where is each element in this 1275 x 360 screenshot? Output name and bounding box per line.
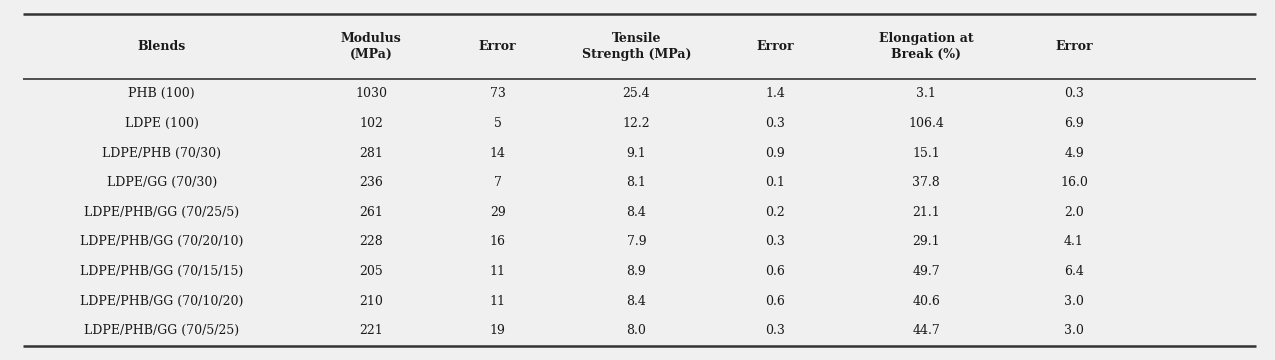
Text: 210: 210 [360,295,384,308]
Text: 281: 281 [360,147,384,159]
Text: LDPE/PHB/GG (70/25/5): LDPE/PHB/GG (70/25/5) [84,206,240,219]
Text: 0.6: 0.6 [765,295,785,308]
Text: 73: 73 [490,87,506,100]
Text: 3.0: 3.0 [1065,324,1084,337]
Text: 3.1: 3.1 [917,87,936,100]
Text: 6.4: 6.4 [1065,265,1084,278]
Text: Error: Error [1056,40,1093,53]
Text: 0.3: 0.3 [765,324,785,337]
Text: 1.4: 1.4 [765,87,785,100]
Text: 205: 205 [360,265,382,278]
Text: 16.0: 16.0 [1060,176,1088,189]
Text: Modulus
(MPa): Modulus (MPa) [340,32,402,61]
Text: 4.1: 4.1 [1065,235,1084,248]
Text: 0.3: 0.3 [1065,87,1084,100]
Text: LDPE/PHB/GG (70/10/20): LDPE/PHB/GG (70/10/20) [80,295,244,308]
Text: LDPE/PHB/GG (70/15/15): LDPE/PHB/GG (70/15/15) [80,265,244,278]
Text: Error: Error [756,40,794,53]
Text: 11: 11 [490,295,506,308]
Text: 29: 29 [490,206,505,219]
Text: LDPE (100): LDPE (100) [125,117,199,130]
Text: LDPE/GG (70/30): LDPE/GG (70/30) [107,176,217,189]
Text: 2.0: 2.0 [1065,206,1084,219]
Text: Blends: Blends [138,40,186,53]
Text: 7: 7 [493,176,501,189]
Text: 1030: 1030 [356,87,388,100]
Text: LDPE/PHB/GG (70/5/25): LDPE/PHB/GG (70/5/25) [84,324,240,337]
Text: 6.9: 6.9 [1065,117,1084,130]
Text: Error: Error [479,40,516,53]
Text: 3.0: 3.0 [1065,295,1084,308]
Text: 0.2: 0.2 [765,206,785,219]
Text: 5: 5 [493,117,501,130]
Text: 0.1: 0.1 [765,176,785,189]
Text: 21.1: 21.1 [912,206,940,219]
Text: LDPE/PHB/GG (70/20/10): LDPE/PHB/GG (70/20/10) [80,235,244,248]
Text: 8.9: 8.9 [626,265,646,278]
Text: 15.1: 15.1 [912,147,940,159]
Text: 102: 102 [360,117,384,130]
Text: 49.7: 49.7 [912,265,940,278]
Text: Tensile
Strength (MPa): Tensile Strength (MPa) [581,32,691,61]
Text: 0.6: 0.6 [765,265,785,278]
Text: 44.7: 44.7 [912,324,940,337]
Text: 16: 16 [490,235,506,248]
Text: 12.2: 12.2 [622,117,650,130]
Text: 9.1: 9.1 [626,147,646,159]
Text: 4.9: 4.9 [1065,147,1084,159]
Text: 19: 19 [490,324,506,337]
Text: LDPE/PHB (70/30): LDPE/PHB (70/30) [102,147,221,159]
Text: 228: 228 [360,235,382,248]
Text: 37.8: 37.8 [912,176,940,189]
Text: 261: 261 [360,206,384,219]
Text: 8.0: 8.0 [626,324,646,337]
Text: 7.9: 7.9 [626,235,646,248]
Text: 0.3: 0.3 [765,235,785,248]
Text: 8.4: 8.4 [626,206,646,219]
Text: 40.6: 40.6 [912,295,940,308]
Text: Elongation at
Break (%): Elongation at Break (%) [878,32,973,61]
Text: 11: 11 [490,265,506,278]
Text: 0.3: 0.3 [765,117,785,130]
Text: 0.9: 0.9 [765,147,785,159]
Text: 25.4: 25.4 [622,87,650,100]
Text: 29.1: 29.1 [912,235,940,248]
Text: 8.4: 8.4 [626,295,646,308]
Text: 106.4: 106.4 [908,117,944,130]
Text: PHB (100): PHB (100) [129,87,195,100]
Text: 8.1: 8.1 [626,176,646,189]
Text: 236: 236 [360,176,384,189]
Text: 221: 221 [360,324,382,337]
Text: 14: 14 [490,147,506,159]
